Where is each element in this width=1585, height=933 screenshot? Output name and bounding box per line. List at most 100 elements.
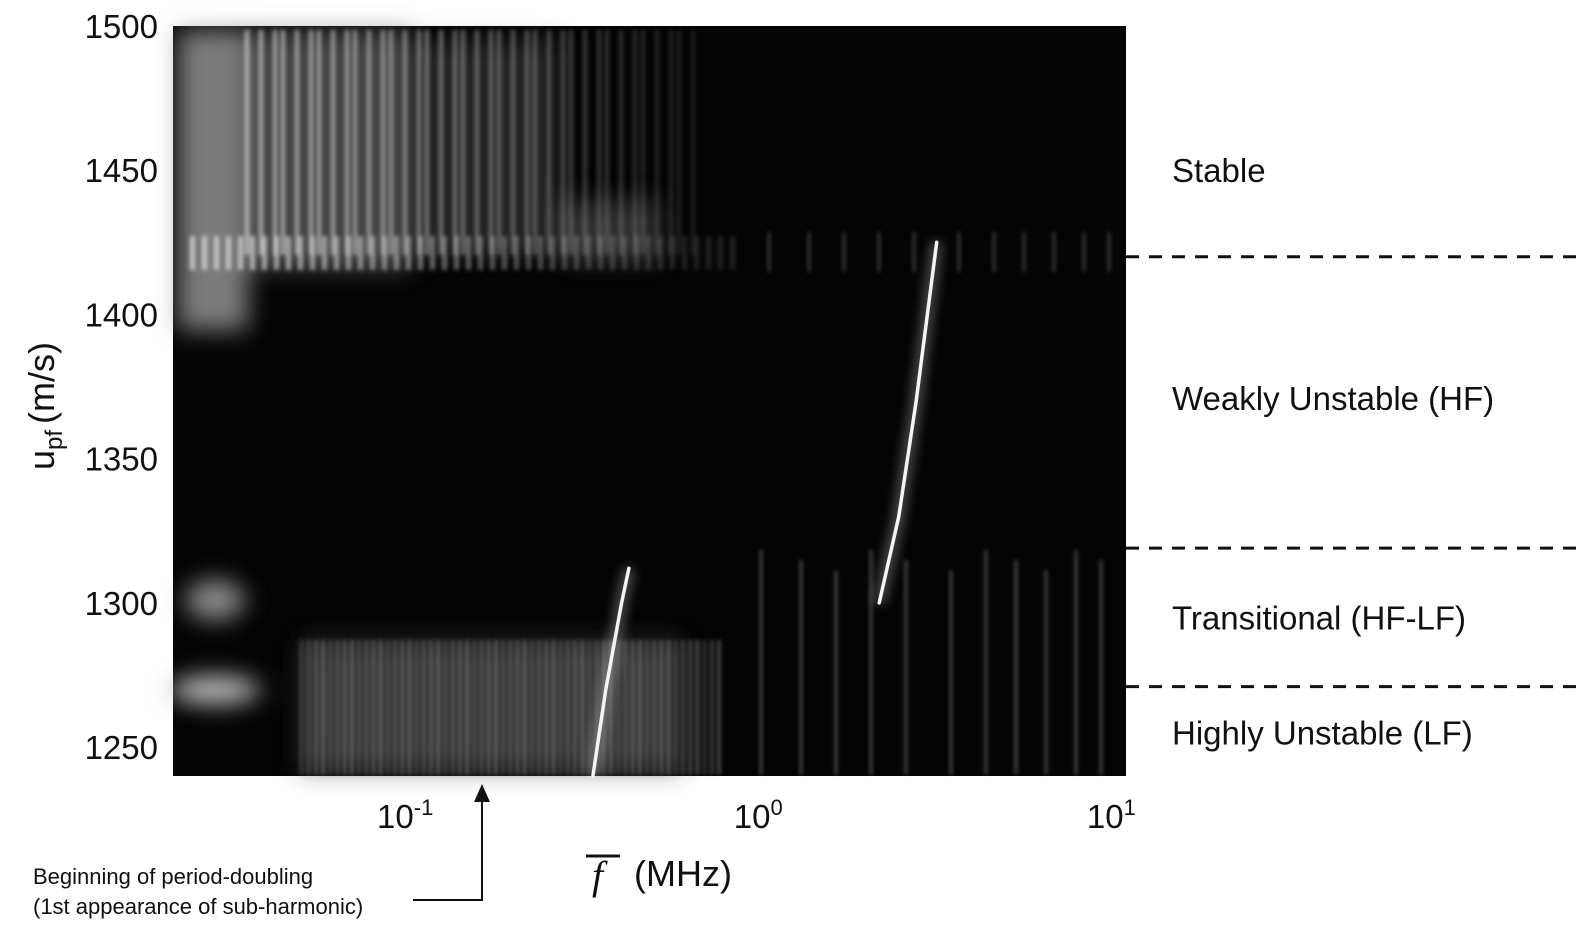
heatmap-stripe	[703, 640, 707, 775]
y-axis-label: upf (m/s)	[21, 342, 68, 470]
heatmap-stripe	[538, 236, 543, 270]
heatmap-texture	[170, 30, 1110, 775]
heatmap-stripe	[346, 236, 351, 270]
heatmap-stripe	[317, 30, 321, 255]
x-tick-label: 100	[734, 795, 783, 835]
heatmap-stripe	[418, 236, 423, 270]
regime-label: Highly Unstable (LF)	[1172, 715, 1473, 752]
heatmap-stripe	[453, 30, 457, 255]
heatmap-stripe	[381, 30, 385, 255]
heatmap-stripe	[425, 30, 429, 255]
heatmap-stripe	[245, 30, 249, 255]
heatmap-stripe	[274, 236, 279, 270]
x-tick-base: 10	[1087, 798, 1124, 835]
heatmap-stripe	[436, 640, 440, 775]
heatmap-stripe	[514, 236, 519, 270]
heatmap-stripe	[497, 30, 501, 255]
y-tick-label: 1300	[85, 585, 158, 622]
heatmap-stripe	[309, 30, 313, 255]
y-axis-label-subscript: pf	[41, 430, 68, 450]
heatmap-stripe	[400, 640, 404, 775]
heatmap-stripe	[358, 236, 363, 270]
heatmap-stripe	[487, 640, 491, 775]
heatmap-stripe	[658, 236, 663, 270]
heatmap-stripe	[609, 640, 613, 775]
heatmap-stripe	[298, 236, 303, 270]
heatmap-stripe	[552, 640, 555, 775]
heatmap-stripe	[537, 640, 541, 775]
heatmap-stripe	[905, 560, 907, 775]
heatmap-stripe	[386, 640, 390, 775]
heatmap-stripe	[475, 30, 479, 255]
x-axis-label-unit: (MHz)	[634, 853, 732, 894]
heatmap-stripe	[389, 30, 393, 255]
heatmap-stripe	[367, 30, 371, 255]
annotation-arrow	[413, 800, 483, 901]
heatmap-stripe	[667, 640, 671, 775]
heatmap-stripe	[480, 640, 483, 775]
heatmap-stripe	[422, 640, 426, 775]
ridge-1	[591, 566, 631, 778]
heatmap-stripe	[454, 236, 459, 270]
heatmap-stripe	[382, 236, 387, 270]
heatmap-stripe	[598, 236, 603, 270]
heatmap-stripe	[417, 30, 421, 255]
heatmap-stripe	[730, 236, 735, 270]
x-tick-labels: 10-1 100 101	[377, 795, 1136, 835]
heatmap-stripe	[694, 236, 699, 270]
heatmap-stripe	[562, 236, 567, 270]
regime-label: Stable	[1172, 152, 1266, 189]
heatmap-stripe	[569, 30, 573, 255]
heatmap-stripe	[393, 640, 397, 775]
heatmap-stripe	[580, 640, 584, 775]
heatmap-stripe	[310, 236, 315, 270]
heatmap-stripe	[472, 640, 476, 775]
heatmap-stripe	[286, 236, 291, 270]
heatmap-stripe	[1023, 232, 1025, 272]
heatmap-stripe	[717, 640, 721, 775]
annotation: Beginning of period-doubling (1st appear…	[33, 784, 490, 919]
heatmap-stripe	[1083, 232, 1085, 272]
x-tick-base: 10	[734, 798, 771, 835]
heatmap-stripe	[511, 30, 515, 255]
heatmap-stripe	[429, 640, 433, 775]
heatmap-stripe	[808, 232, 810, 272]
y-tick-labels: 1250 1300 1350 1400 1450 1500	[85, 8, 158, 766]
heatmap-stripe	[669, 30, 673, 255]
heatmap-stripe	[442, 236, 447, 270]
heatmap-stripe	[466, 236, 471, 270]
heatmap-stripe	[691, 30, 695, 255]
heatmap-stripe	[870, 550, 872, 775]
heatmap-stripe	[444, 640, 447, 775]
heatmap-stripe	[508, 640, 512, 775]
heatmap-stripe	[415, 640, 419, 775]
x-tick-exponent: 1	[1124, 795, 1136, 820]
heatmap-glow	[170, 676, 260, 704]
heatmap-stripe	[439, 30, 443, 255]
annotation-line-1: Beginning of period-doubling	[33, 864, 313, 889]
heatmap-stripe	[913, 232, 915, 272]
heatmap-stripe	[843, 232, 845, 272]
heatmap-stripe	[670, 236, 675, 270]
heatmap-stripe	[677, 30, 681, 255]
heatmap-stripe	[408, 640, 411, 775]
heatmap-stripe	[372, 640, 375, 775]
heatmap-stripe	[583, 30, 587, 255]
heatmap-stripe	[1075, 550, 1077, 775]
heatmap-stripe	[202, 236, 207, 270]
heatmap-stripe	[370, 236, 375, 270]
heatmap-stripe	[616, 640, 620, 775]
heatmap-stripe	[760, 550, 762, 775]
heatmap-stripe	[573, 640, 577, 775]
heatmap-stripe	[322, 236, 327, 270]
heatmap-stripe	[489, 30, 493, 255]
heatmap-stripe	[523, 640, 527, 775]
heatmap-stripe	[403, 30, 407, 255]
heatmap-stripe	[655, 30, 659, 255]
heatmap-stripe	[353, 30, 357, 255]
heatmap-stripe	[544, 640, 548, 775]
heatmap-stripe	[622, 236, 627, 270]
heatmap-stripe	[321, 640, 325, 775]
heatmap-stripe	[501, 640, 505, 775]
heatmap-stripe	[547, 30, 551, 255]
